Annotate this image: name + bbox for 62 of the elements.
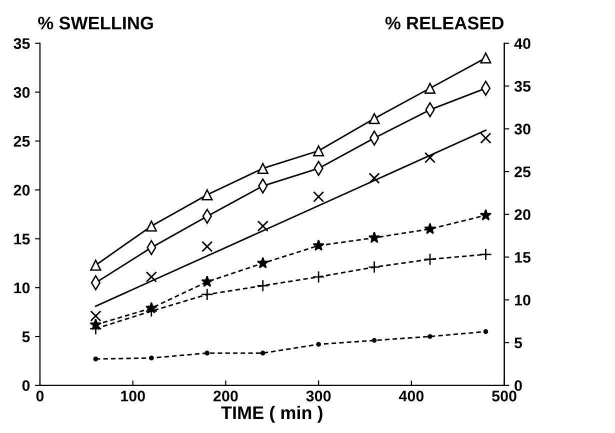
y2-tick-label: 30 [514, 124, 530, 135]
y2-tick-label: 15 [514, 252, 531, 263]
point [200, 288, 214, 301]
y2-tick-label: 40 [514, 38, 530, 49]
point [93, 356, 98, 362]
point [90, 310, 102, 322]
y-tick-label: 25 [14, 136, 30, 147]
y2-axis-title: % RELEASED [385, 16, 504, 30]
point [483, 329, 488, 334]
x-axis-title: TIME ( min ) [221, 406, 322, 423]
point [148, 356, 154, 360]
y-tick-label: 15 [14, 234, 30, 244]
y2-tick-label: 0 [514, 380, 522, 392]
y2-tick-label: 25 [514, 166, 531, 178]
y2-tick-label: 5 [514, 338, 522, 348]
point [256, 279, 270, 292]
x-tick-label: 300 [306, 390, 331, 402]
point [428, 334, 432, 339]
y-tick-label: 10 [14, 282, 30, 294]
y-tick-label: 35 [14, 38, 30, 50]
point [202, 189, 213, 200]
point [204, 350, 210, 356]
point [368, 260, 381, 274]
x-tick-label: 500 [492, 390, 516, 402]
y2-tick-label: 10 [514, 294, 530, 306]
point [372, 338, 377, 343]
point [316, 342, 321, 347]
y-tick-label: 5 [22, 332, 30, 342]
point [257, 220, 268, 232]
point [368, 113, 380, 124]
point [424, 152, 436, 164]
point [480, 209, 492, 220]
y2-tick-label: 20 [514, 209, 530, 220]
point [424, 253, 436, 266]
point [312, 270, 325, 284]
point [368, 172, 380, 184]
point [424, 82, 436, 94]
x-tick-label: 100 [121, 390, 145, 402]
x-tick-label: 200 [213, 390, 238, 402]
point [257, 162, 268, 174]
y2-tick-label: 35 [514, 80, 531, 92]
point [146, 220, 157, 232]
x-tick-label: 0 [36, 390, 44, 402]
y-axis-title: % SWELLING [38, 16, 153, 30]
point [480, 52, 492, 64]
y-tick-label: 20 [14, 184, 30, 196]
point [368, 232, 380, 243]
point [313, 145, 324, 156]
point [146, 271, 158, 283]
point [256, 256, 269, 268]
y-tick-label: 30 [14, 87, 30, 98]
point [480, 132, 492, 144]
point [312, 239, 325, 251]
point [424, 222, 436, 234]
point [202, 240, 213, 252]
point [479, 248, 492, 261]
point [201, 276, 214, 287]
point [260, 350, 266, 356]
x-tick-label: 400 [398, 390, 424, 402]
point [90, 260, 102, 271]
point [312, 191, 324, 202]
y-tick-label: 0 [22, 380, 30, 392]
